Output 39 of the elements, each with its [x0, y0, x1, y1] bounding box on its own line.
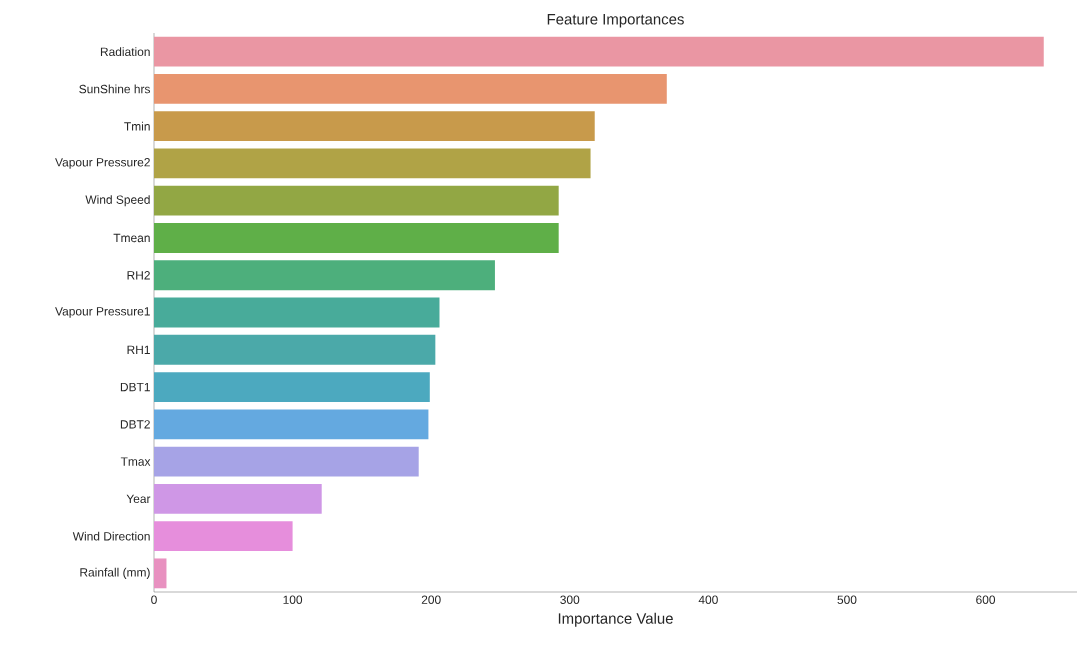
x-tick-label: 500 [837, 595, 857, 604]
bar [154, 446, 419, 477]
y-tick-label: RH2 [127, 271, 150, 280]
bar [154, 483, 322, 514]
y-tick-label: DBT1 [120, 382, 150, 392]
y-tick-label: Radiation [100, 47, 150, 57]
bar [154, 521, 293, 552]
y-tick-label: Vapour Pressure2 [55, 158, 150, 169]
x-tick-label: 0 [151, 595, 157, 604]
bar [154, 297, 440, 328]
x-tick-label: 400 [698, 595, 718, 604]
bar [154, 334, 436, 365]
y-tick-label: SunShine hrs [79, 84, 151, 94]
bar [154, 260, 495, 291]
x-tick-label: 200 [421, 595, 441, 604]
bar [154, 36, 1044, 67]
bar [154, 185, 559, 216]
bar [154, 111, 595, 142]
y-tick-label: Tmean [113, 233, 150, 243]
y-tick-label: Vapour Pressure1 [55, 307, 150, 318]
bar [154, 148, 591, 179]
y-tick-label: DBT2 [120, 420, 150, 429]
bar [154, 223, 559, 253]
bar [154, 74, 667, 104]
y-tick-label: Rainfall (mm) [80, 567, 150, 579]
bar [154, 558, 167, 589]
x-tick-label: 300 [560, 595, 580, 604]
bar [154, 409, 429, 440]
y-tick-label: RH1 [127, 345, 150, 354]
y-tick-label: Wind Direction [72, 531, 150, 541]
y-tick-label: Tmin [124, 121, 150, 131]
y-tick-label: Wind Speed [85, 195, 150, 207]
x-axis-title: Importance Value [558, 612, 673, 627]
x-tick-label: 600 [976, 595, 996, 604]
chart-title: Feature Importances [547, 14, 684, 28]
bar [154, 372, 430, 402]
x-tick-label: 100 [283, 595, 303, 604]
y-tick-label: Year [126, 494, 151, 503]
y-tick-label: Tmax [120, 457, 151, 466]
